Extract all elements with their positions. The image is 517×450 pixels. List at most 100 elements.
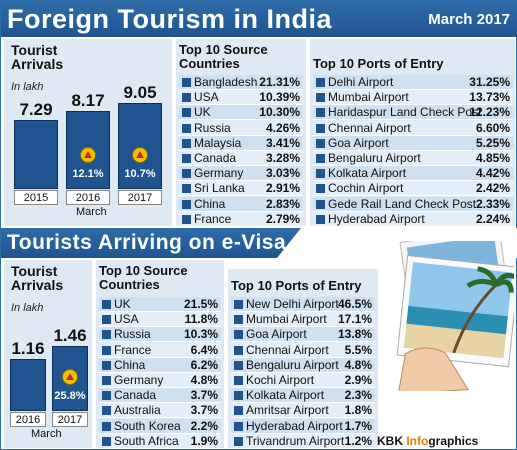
bar [14,120,58,189]
row-name: Kolkata Airport [328,166,407,181]
table-row: Hyderabad Airport 2.24% [313,211,513,227]
row-name: Mumbai Airport [246,312,327,327]
table-row: Kolkata Airport 4.42% [313,166,513,182]
bullet-square-icon [234,315,243,325]
table-row: Amritsar Airport 1.8% [231,403,375,419]
bullet-square-icon [234,391,243,401]
growth-label: 25.8% [54,390,86,402]
row-value: 3.03% [265,166,300,181]
x-tick-label: 2017 [118,190,162,205]
row-value: 10.3% [183,327,218,342]
growth-arrow-icon [62,369,78,385]
table-title: Top 10 Ports of Entry [313,56,444,71]
section2-title-wrap: Tourists Arriving on e-Visa [1,228,301,258]
bullet-square-icon [182,138,191,148]
row-name: Amritsar Airport [246,403,329,418]
x-tick-label: 2017 [52,412,88,427]
row-name: Bangladesh [194,75,258,89]
bullet-square-icon [234,406,243,416]
row-name: Cochin Airport [328,181,404,196]
table-row: Cochin Airport 2.42% [313,181,513,197]
table-row: Australia 3.7% [99,403,221,419]
bullet-square-icon [182,154,191,163]
table-row: Mumbai Airport 17.1% [231,312,375,328]
bullet-square-icon [316,123,325,133]
row-value: 4.42% [475,166,510,181]
table-title: Top 10 Source Countries [99,263,188,292]
credit-suffix: graphics [428,434,479,448]
growth-arrow-icon [132,147,148,163]
table-row: Delhi Airport 31.25% [313,75,513,90]
bullet-square-icon [234,360,243,370]
table-row: South Korea 2.2% [99,418,221,434]
bar-value-label: 1.46 [53,326,87,345]
bullet-square-icon [102,345,111,355]
row-name: Trivandrum Airport [246,433,345,448]
row-value: 6.4% [190,342,218,357]
row-value: 2.9% [344,373,372,387]
row-value: 3.28% [265,151,300,165]
bullet-square-icon [234,330,243,340]
row-name: Haridaspur Land Check Post [328,105,482,120]
row-name: Canada [114,388,157,403]
row-value: 1.9% [190,433,218,448]
table-row: Trivandrum Airport 1.2% [231,433,375,449]
bar-chart-title: Tourist Arrivals [11,42,64,72]
row-value: 3.7% [190,403,218,418]
bullet-square-icon [316,138,325,148]
bullet-square-icon [182,169,191,179]
row-value: 4.8% [344,357,372,372]
x-tick-label: 2016 [10,412,46,427]
bullet-square-icon [316,169,325,179]
row-name: Goa Airport [328,135,389,150]
row-value: 2.83% [265,196,300,211]
row-value: 11.8% [184,312,218,327]
bar-value-label: 1.16 [11,339,45,358]
bullet-square-icon [102,330,111,340]
table-row: Chennai Airport 6.60% [313,120,513,136]
table-row: Haridaspur Land Check Post 12.23% [313,105,513,121]
bullet-square-icon [102,300,111,309]
bullet-square-icon [182,214,191,224]
table-row: Chennai Airport 5.5% [231,342,375,358]
row-name: Bengaluru Airport [246,357,339,372]
row-name: Hyderabad Airport [246,418,343,433]
bullet-square-icon [182,184,191,194]
bullet-square-icon [102,391,111,401]
row-name: Australia [114,403,161,418]
row-name: France [114,342,152,357]
row-name: New Delhi Airport [246,297,339,311]
row-value: 2.42% [475,181,510,196]
row-value: 13.73% [469,90,510,105]
row-value: 6.2% [190,357,218,372]
row-value: 6.60% [475,120,510,135]
table-row: Bengaluru Airport 4.8% [231,357,375,373]
table-row: Russia 4.26% [179,120,303,136]
row-value: 46.5% [337,297,372,311]
x-tick-label: 2016 [66,190,110,205]
row-name: Bengaluru Airport [328,151,421,165]
growth-arrow-icon [80,147,96,163]
row-value: 31.25% [469,75,510,89]
credit: KBK Infographics [377,434,478,448]
row-name: Kochi Airport [246,373,315,387]
table-row: Goa Airport 5.25% [313,135,513,151]
bullet-square-icon [182,93,191,103]
row-name: Russia [114,327,151,342]
table-row: Goa Airport 13.8% [231,327,375,343]
growth-label: 12.1% [72,168,104,180]
row-name: Hyderabad Airport [328,211,425,226]
row-value: 1.7% [344,418,372,433]
bar-chart-title: Tourist Arrivals [11,263,64,293]
x-axis-label: March [76,206,107,218]
row-name: Delhi Airport [328,75,394,89]
row-value: 2.3% [344,388,372,403]
row-name: Gede Rail Land Check Post [328,196,477,211]
title-bar: Foreign Tourism in India March 2017 [1,1,517,37]
table-row: Mumbai Airport 13.73% [313,90,513,106]
row-name: Chennai Airport [246,342,329,357]
row-value: 2.79% [265,211,300,226]
table-row: Hyderabad Airport 1.7% [231,418,375,434]
table-row: Gede Rail Land Check Post 2.33% [313,196,513,212]
